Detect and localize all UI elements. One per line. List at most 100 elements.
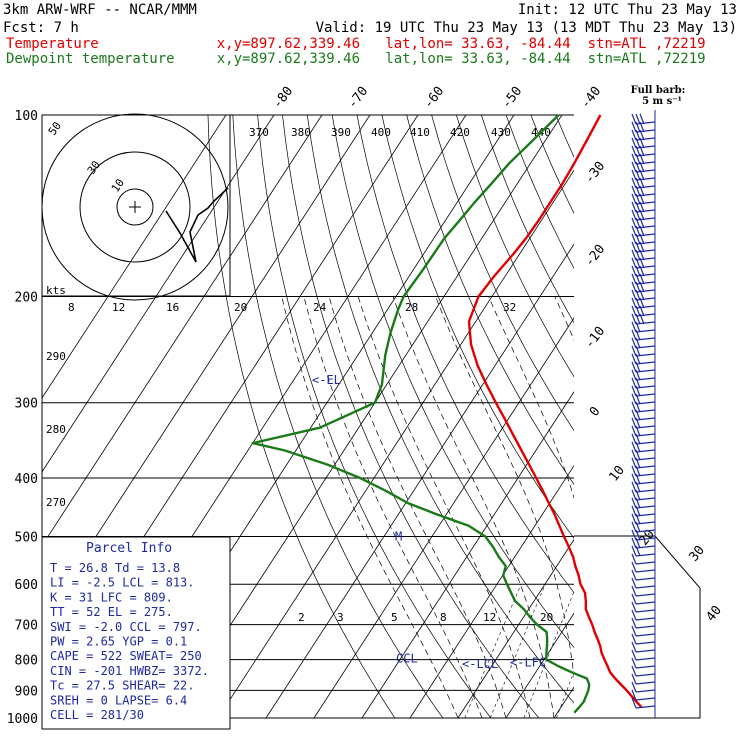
- dry-adiabat-line: [356, 115, 574, 594]
- isotherm-labels: -80 -70 -60 -50 -40 -30 -20 -10 0 10 20 30 40: [270, 84, 725, 625]
- wind-barb: [631, 209, 656, 221]
- wind-barb: [631, 577, 656, 589]
- dry-adiabat-line: [606, 115, 740, 731]
- mixing-ratio-line: [464, 584, 522, 718]
- isotherm-label: -80: [270, 84, 296, 112]
- wind-barb: [631, 329, 656, 341]
- wind-barb: [631, 481, 656, 493]
- wind-barb: [631, 409, 656, 421]
- mixing-ratio-label: 20: [540, 611, 553, 624]
- wind-barb: [631, 489, 656, 501]
- wind-barb: [631, 497, 656, 509]
- dry-adiabat-line: [331, 115, 574, 649]
- isotherm-line: [698, 115, 740, 718]
- wind-barb: [631, 681, 656, 693]
- mixing-ratio-label: 8: [440, 611, 447, 624]
- dry-adiabat-line: [306, 115, 574, 704]
- isotherm-line: [217, 169, 574, 718]
- wind-barb: [631, 153, 656, 165]
- init-time: Init: 12 UTC Thu 23 May 13: [518, 2, 737, 18]
- wind-barb: [631, 465, 656, 477]
- parcel-info-row: CAPE = 522 SWEAT= 250: [50, 649, 202, 663]
- isotherm-line: [313, 317, 574, 718]
- pressure-tick-label: 900: [15, 684, 38, 699]
- wind-barb: [631, 305, 656, 317]
- isotherm-line: [169, 115, 563, 718]
- parcel-info-frame: [41, 536, 231, 730]
- wind-barb: [631, 345, 656, 357]
- wind-barb: [631, 393, 656, 405]
- wind-barb: [631, 337, 656, 349]
- dry-adiabat-line: [282, 115, 540, 718]
- moist-adiabat-line: [303, 296, 483, 718]
- pressure-tick-label: 100: [15, 109, 38, 124]
- wind-barb: [631, 457, 656, 469]
- dry-adiabat-line: [555, 115, 574, 158]
- wind-barb: [631, 193, 656, 205]
- sounding-annotations: <-EL <-LCL <-LFC CCL M: [312, 373, 546, 671]
- hodograph-inset: 50 30 10 kts: [41, 113, 231, 301]
- dry-adiabat-line: [581, 115, 740, 731]
- wind-barbs: [631, 110, 656, 718]
- isotherm-line: [457, 538, 574, 718]
- wind-barb: [631, 385, 656, 397]
- isotherm-line: [409, 464, 574, 718]
- isotherm-line: [602, 115, 740, 718]
- annotation-label: M: [395, 529, 402, 543]
- kt-tick-16: 16: [166, 301, 179, 314]
- kt-tick-32: 32: [503, 301, 516, 314]
- wind-barb: [631, 433, 656, 445]
- wind-barb: [631, 297, 656, 309]
- dewpoint-legend: Dewpoint temperature x,y=897.62,339.46 l…: [6, 51, 706, 67]
- isotherm-label: 0: [587, 404, 604, 419]
- isotherm-line: [553, 686, 574, 718]
- wind-barb: [631, 265, 656, 277]
- header: 3km ARW-WRF -- NCAR/MMM Init: 12 UTC Thu…: [3, 2, 737, 67]
- parcel-info-title: Parcel Info: [86, 541, 172, 556]
- valid-time: Valid: 19 UTC Thu 23 May 13 (13 MDT Thu …: [316, 20, 737, 36]
- wind-barb: [631, 353, 656, 365]
- wind-barb: [631, 281, 656, 293]
- isotherm-line: [42, 115, 275, 473]
- mixing-ratio-label: 3: [337, 611, 344, 624]
- pressure-tick-label: 200: [15, 291, 38, 306]
- moist-adiabat-line: [674, 297, 706, 719]
- temperature-profile: [467, 114, 643, 709]
- annotation-label: CCL: [396, 652, 418, 666]
- wind-barb: [631, 241, 656, 253]
- wind-barb: [631, 529, 656, 541]
- isotherm-line: [42, 115, 323, 547]
- hodograph-ring-10: [116, 188, 154, 226]
- isotherm-line: [650, 115, 740, 718]
- sounding-profiles: [251, 114, 643, 714]
- wind-barb: [631, 617, 656, 629]
- wind-barb: [631, 377, 656, 389]
- wind-barb: [631, 521, 656, 533]
- dry-adiabat-line: [630, 115, 740, 731]
- wind-barb: [631, 665, 656, 677]
- forecast-hour: Fcst: 7 h: [3, 20, 79, 36]
- wind-barb: [631, 449, 656, 461]
- mixing-ratio-line: [489, 584, 546, 718]
- pressure-tick-label: 300: [15, 397, 38, 412]
- barb-legend-line2: 5 m s⁻¹: [642, 96, 682, 107]
- wind-barb: [631, 401, 656, 413]
- pressure-tick-labels: 100 200 300 400 500 600 700 800 900 1000: [7, 109, 38, 727]
- moist-adiabat-line: [435, 296, 574, 680]
- dry-adiabat-line: [232, 115, 444, 718]
- wind-barb: [631, 425, 656, 437]
- annotation-label: <-LCL: [462, 657, 498, 671]
- hodograph-ring-50: [41, 113, 229, 301]
- wind-barb: [631, 313, 656, 325]
- isotherm-label: -60: [421, 84, 447, 112]
- theta-label-400: 400: [371, 126, 391, 139]
- wind-barb: [631, 369, 656, 381]
- annotation-label: <-LFC: [510, 655, 546, 669]
- dry-adiabat-line: [655, 115, 740, 731]
- parcel-info-row: CIN = -201 HWBZ= 3372.: [50, 664, 209, 678]
- wind-barb: [631, 177, 656, 189]
- dry-adiabat-line: [505, 115, 574, 270]
- wind-barb: [631, 513, 656, 525]
- model-title: 3km ARW-WRF -- NCAR/MMM: [3, 2, 197, 18]
